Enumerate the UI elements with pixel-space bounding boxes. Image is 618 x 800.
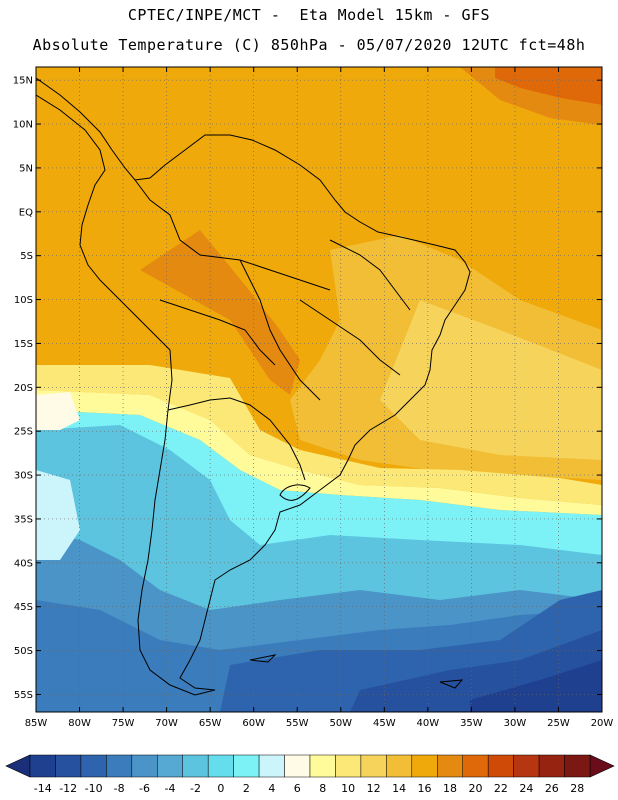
lat-label: 10N [13,120,33,131]
colorbar-swatch [309,754,336,778]
colorbar-swatch [207,754,234,778]
colorbar-label: 10 [341,782,355,795]
lat-label: 55S [14,690,33,701]
colorbar-label: -6 [139,782,150,795]
colorbar-over-arrow [589,754,615,778]
colorbar-swatch [29,754,56,778]
colorbar-label: 26 [545,782,559,795]
temperature-colorbar: -14 -12 -10 -8 -6 -4 -2 0 2 4 6 8 10 12 14 16 18 20 22 24 26… [5,754,615,795]
colorbar-label: 2 [243,782,250,795]
lon-label: 45W [373,718,396,729]
lat-label: 20S [14,383,33,394]
lat-label: 15S [14,339,33,350]
colorbar-label: 28 [570,782,584,795]
colorbar-label: 12 [367,782,381,795]
colorbar-label: 8 [319,782,326,795]
lat-label: 25S [14,427,33,438]
colorbar-label: 0 [217,782,224,795]
colorbar-label: 24 [519,782,533,795]
lon-label: 55W [286,718,309,729]
lat-label: 50S [14,646,33,657]
colorbar-swatch [55,754,82,778]
lon-label: 85W [25,718,48,729]
colorbar-label: 18 [443,782,457,795]
colorbar-label: -4 [165,782,176,795]
lon-label: 25W [547,718,570,729]
colorbar-label: 6 [294,782,301,795]
colorbar-swatch [538,754,565,778]
colorbar-label: 4 [268,782,275,795]
colorbar-swatch [258,754,285,778]
lat-label: 35S [14,514,33,525]
colorbar-label: -8 [114,782,125,795]
colorbar-label: 14 [392,782,406,795]
colorbar-label: 20 [468,782,482,795]
lon-label: 40W [417,718,440,729]
lat-label: 5S [20,251,33,262]
colorbar-label: -2 [190,782,201,795]
colorbar-label: -10 [85,782,103,795]
colorbar-swatch [284,754,311,778]
map-title-line-1: CPTEC/INPE/MCT - Eta Model 15km - GFS [127,6,491,24]
colorbar-swatch [182,754,209,778]
colorbar-swatch [131,754,158,778]
lon-label: 70W [155,718,178,729]
colorbar-swatch [335,754,362,778]
colorbar-label: -12 [59,782,77,795]
colorbar-swatch [80,754,107,778]
colorbar-label: 16 [418,782,432,795]
colorbar-swatch [386,754,413,778]
temperature-field [36,67,602,712]
lon-label: 30W [504,718,527,729]
colorbar-under-arrow [5,754,31,778]
colorbar-swatch [437,754,463,778]
colorbar-swatch [411,754,438,778]
lon-label: 75W [112,718,135,729]
latitude-axis: 15N 10N 5N EQ 5S 10S 15S 20S 25S 30S 35S 40S 45S 50S 5… [13,76,602,701]
lat-label: 10S [14,295,33,306]
lat-label: 40S [14,558,33,569]
colorbar-swatch [157,754,183,778]
map-title-line-2: Absolute Temperature (C) 850hPa - 05/07/… [32,36,586,54]
colorbar-label: 22 [494,782,508,795]
lat-label: EQ [19,207,33,218]
lon-label: 60W [242,718,265,729]
longitude-axis: 85W 80W 75W 70W 65W 60W 55W 50W 45W 40W 35W 30W 25W 2… [25,67,614,729]
lat-label: 30S [14,471,33,482]
colorbar-swatch [360,754,387,778]
colorbar-swatch [487,754,514,778]
lon-label: 65W [199,718,222,729]
map-frame [35,66,603,713]
colorbar-swatch [462,754,489,778]
lat-label: 5N [19,163,33,174]
lat-label: 45S [14,602,33,613]
lon-label: 80W [68,718,91,729]
colorbar-swatch [233,754,260,778]
colorbar-swatch [106,754,133,778]
colorbar-swatch [564,754,591,778]
lat-label: 15N [13,76,33,87]
lon-label: 20W [591,718,614,729]
lon-label: 50W [329,718,352,729]
lon-label: 35W [460,718,483,729]
colorbar-label: -14 [34,782,52,795]
coastline-outline [36,77,471,696]
colorbar-swatch [513,754,540,778]
